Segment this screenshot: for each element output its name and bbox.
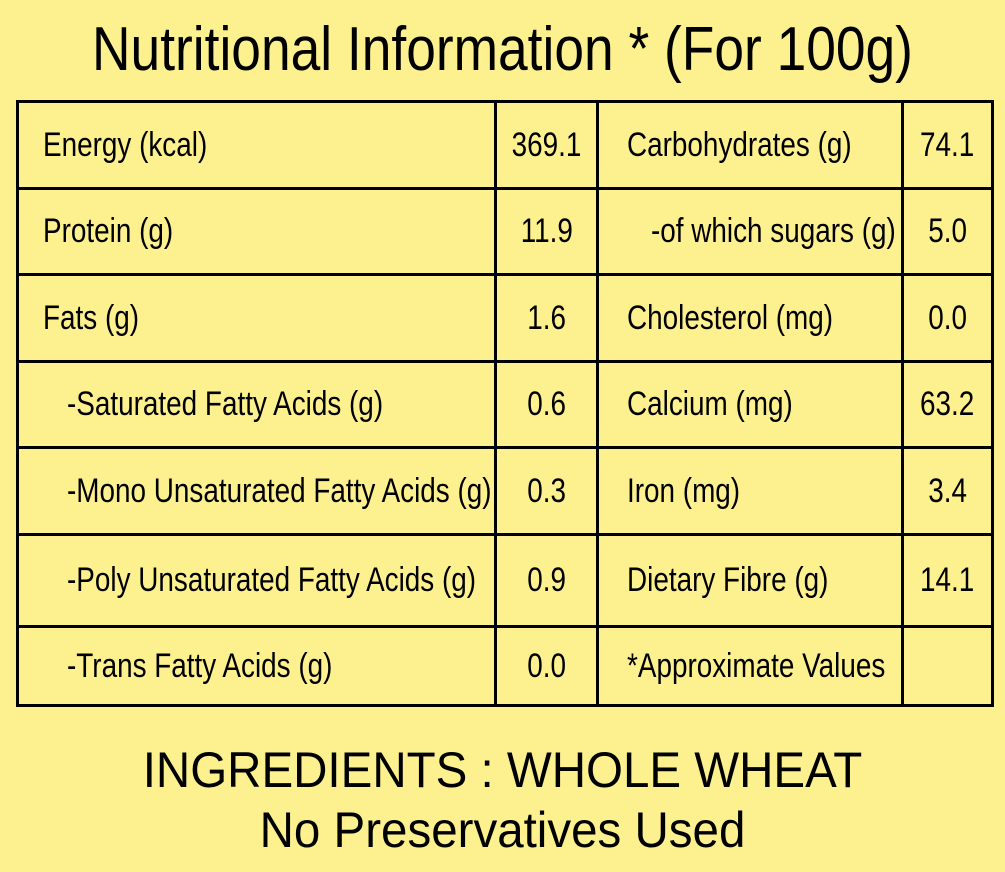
nutrient-value: 0.0 [901,273,994,363]
ingredients-text: INGREDIENTS : WHOLE WHEAT [142,742,863,798]
table-row: -Mono Unsaturated Fatty Acids (g) 0.3 Ir… [16,446,994,536]
nutrient-label: -Trans Fatty Acids (g) [16,625,497,707]
nutrient-value [901,625,994,707]
nutrient-label: Carbohydrates (g) [596,100,904,190]
nutrient-label: Protein (g) [16,187,497,276]
nutrient-value: 3.4 [901,446,994,536]
nutrient-value: 11.9 [494,187,599,276]
nutrient-value: 0.9 [494,533,599,628]
table-row: -Saturated Fatty Acids (g) 0.6 Calcium (… [16,360,994,449]
nutrient-label: Cholesterol (mg) [596,273,904,363]
nutrient-value: 369.1 [494,100,599,190]
table-row: Energy (kcal) 369.1 Carbohydrates (g) 74… [16,100,994,190]
nutrient-label: -Saturated Fatty Acids (g) [16,360,497,449]
nutrient-label: Iron (mg) [596,446,904,536]
table-row: Fats (g) 1.6 Cholesterol (mg) 0.0 [16,273,994,363]
nutrient-label: -of which sugars (g) [596,187,904,276]
nutrient-value: 74.1 [901,100,994,190]
nutrient-label: -Poly Unsaturated Fatty Acids (g) [16,533,497,628]
table-row: Protein (g) 11.9 -of which sugars (g) 5.… [16,187,994,276]
nutrient-value: 0.6 [494,360,599,449]
table-row: -Trans Fatty Acids (g) 0.0 *Approximate … [16,625,994,707]
nutrient-value: 1.6 [494,273,599,363]
nutrient-label: Dietary Fibre (g) [596,533,904,628]
nutrient-label: -Mono Unsaturated Fatty Acids (g) [16,446,497,536]
nutrient-value: 63.2 [901,360,994,449]
nutrient-label: Fats (g) [16,273,497,363]
table-row: -Poly Unsaturated Fatty Acids (g) 0.9 Di… [16,533,994,628]
nutrient-value: 0.3 [494,446,599,536]
nutrient-label: Energy (kcal) [16,100,497,190]
nutrient-label: Calcium (mg) [596,360,904,449]
preservatives-text: No Preservatives Used [259,802,746,858]
nutrient-value: 0.0 [494,625,599,707]
nutrition-table: Energy (kcal) 369.1 Carbohydrates (g) 74… [16,100,994,707]
page-title: Nutritional Information * (For 100g) [92,15,913,84]
footnote: *Approximate Values [596,625,904,707]
nutrient-value: 5.0 [901,187,994,276]
nutrient-value: 14.1 [901,533,994,628]
